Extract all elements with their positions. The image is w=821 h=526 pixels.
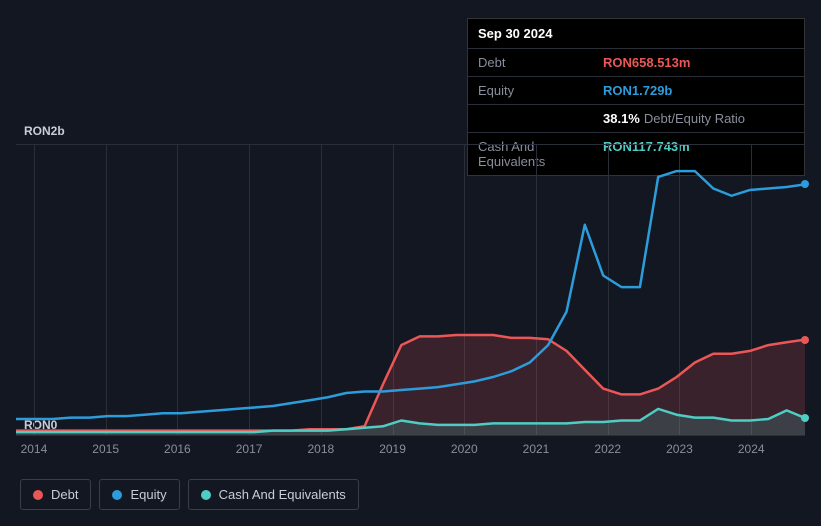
debt-end-marker xyxy=(801,336,809,344)
legend-label: Equity xyxy=(130,487,166,502)
legend-label: Cash And Equivalents xyxy=(219,487,346,502)
info-date: Sep 30 2024 xyxy=(468,19,804,49)
info-row-label: Debt xyxy=(478,55,603,70)
x-tick-label: 2023 xyxy=(666,442,693,456)
legend-item-equity[interactable]: Equity xyxy=(99,479,179,510)
legend: Debt Equity Cash And Equivalents xyxy=(20,479,359,510)
debt-legend-dot xyxy=(33,490,43,500)
info-row-value: RON658.513m xyxy=(603,55,690,70)
x-tick-label: 2019 xyxy=(379,442,406,456)
x-tick-label: 2021 xyxy=(523,442,550,456)
legend-item-cash[interactable]: Cash And Equivalents xyxy=(188,479,359,510)
x-tick-label: 2016 xyxy=(164,442,191,456)
x-tick-label: 2017 xyxy=(236,442,263,456)
plot-region xyxy=(16,144,805,436)
x-tick-label: 2014 xyxy=(21,442,48,456)
chart-svg xyxy=(16,145,805,435)
cash-end-marker xyxy=(801,414,809,422)
x-axis-labels: 2014 2015 2016 2017 2018 2019 2020 2021 2022 2023… xyxy=(16,442,805,458)
x-tick-label: 2020 xyxy=(451,442,478,456)
x-tick-label: 2015 xyxy=(92,442,119,456)
legend-label: Debt xyxy=(51,487,78,502)
x-tick-label: 2018 xyxy=(307,442,334,456)
equity-end-marker xyxy=(801,180,809,188)
info-row: DebtRON658.513m xyxy=(468,49,804,77)
info-row-label: Equity xyxy=(478,83,603,98)
y-axis-top-label: RON2b xyxy=(24,124,65,138)
x-tick-label: 2022 xyxy=(594,442,621,456)
info-row: EquityRON1.729b xyxy=(468,77,804,105)
legend-item-debt[interactable]: Debt xyxy=(20,479,91,510)
equity-legend-dot xyxy=(112,490,122,500)
x-tick-label: 2024 xyxy=(738,442,765,456)
chart-area: RON2b RON0 20142015201620172018201920202… xyxy=(16,120,805,466)
info-row-value: RON1.729b xyxy=(603,83,672,98)
cash-legend-dot xyxy=(201,490,211,500)
